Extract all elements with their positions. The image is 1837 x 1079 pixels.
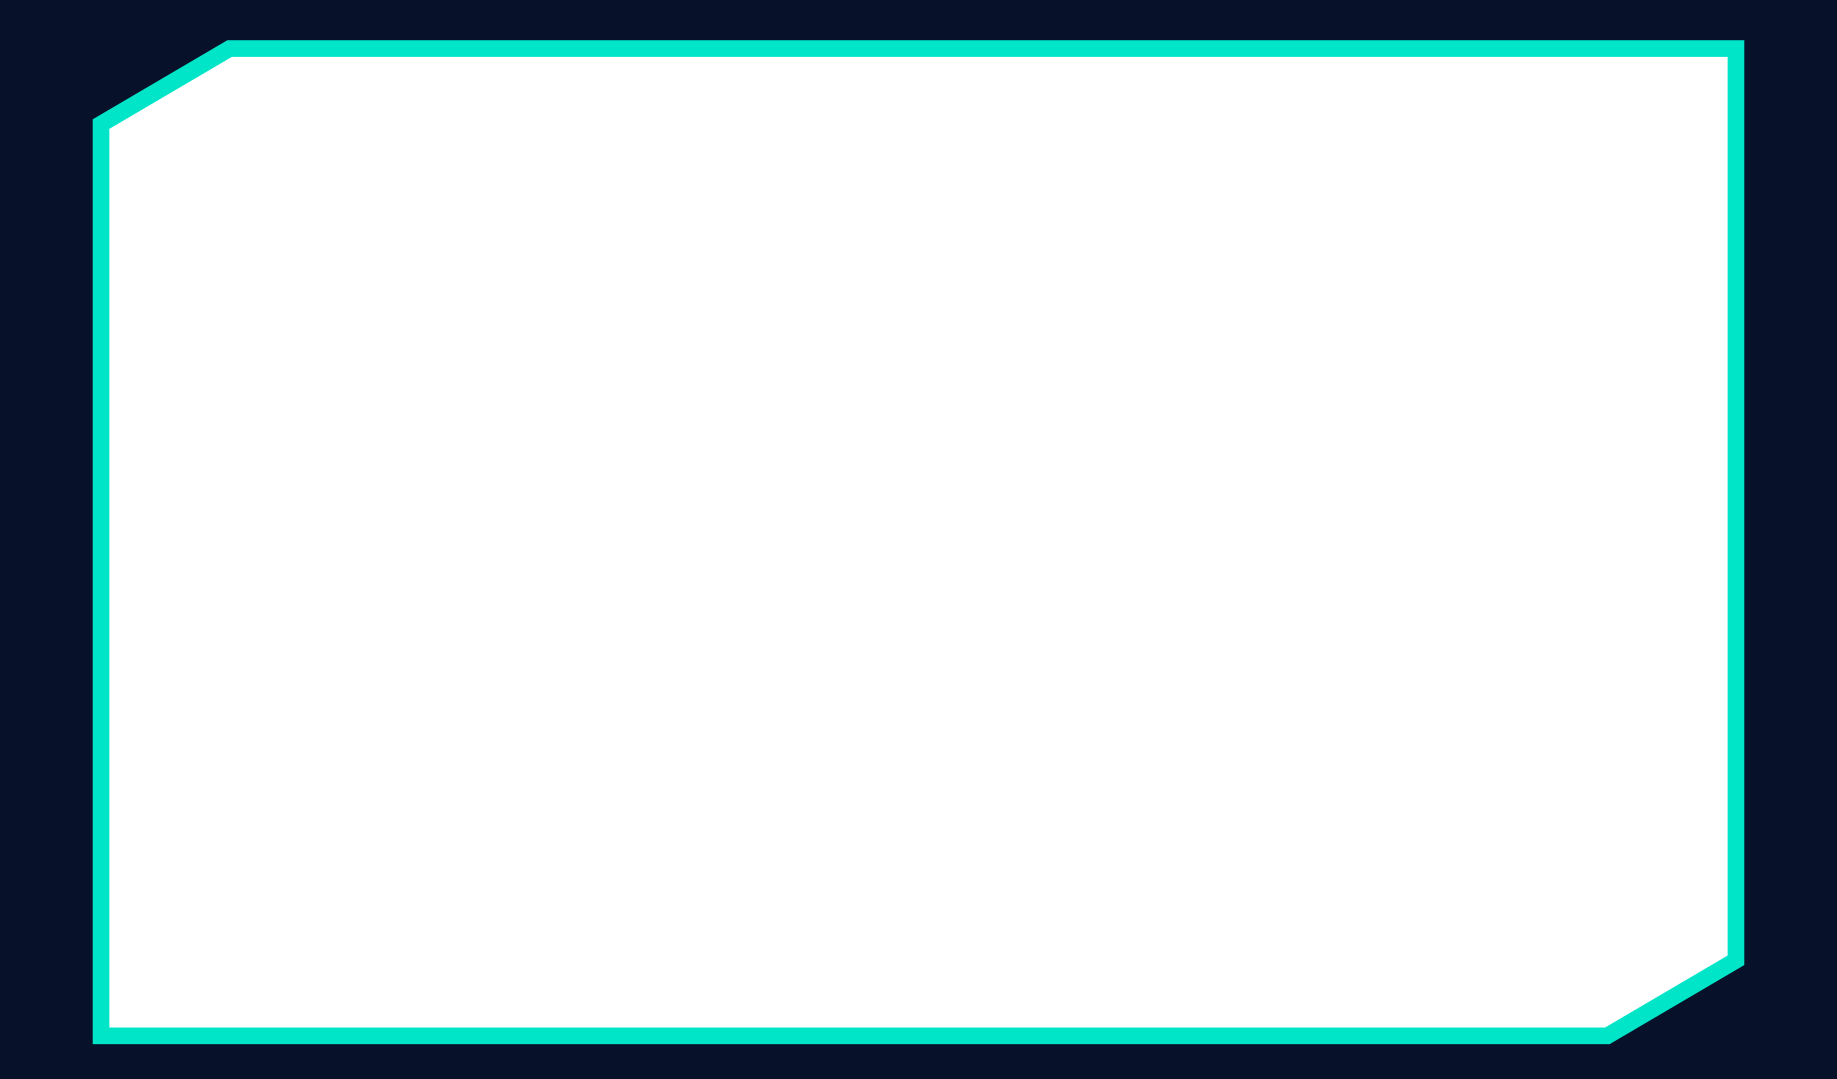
Text: squared_error = 59.556
samples = 3
value = 38.333: squared_error = 59.556 samples = 3 value…: [1337, 845, 1602, 925]
Text: Preco <= 45.85
squared_error = 187.333
samples = 6
value = 26.0: Preco <= 45.85 squared_error = 187.333 s…: [1054, 484, 1334, 595]
FancyBboxPatch shape: [1222, 796, 1718, 973]
Text: squared_error = 10.889
samples = 3
value = 13.667: squared_error = 10.889 samples = 3 value…: [694, 845, 959, 925]
Text: False: False: [974, 338, 1029, 358]
Text: squared_error = 219.556
samples = 3
value = 91.333: squared_error = 219.556 samples = 3 valu…: [265, 500, 544, 579]
FancyBboxPatch shape: [928, 428, 1460, 650]
FancyBboxPatch shape: [156, 451, 652, 628]
FancyBboxPatch shape: [671, 115, 1166, 315]
Text: Preco <= 29.99
squared_error = 1146.617
samples = 9
value = 47.778: Preco <= 29.99 squared_error = 1146.617 …: [772, 161, 1065, 271]
FancyBboxPatch shape: [579, 796, 1075, 973]
Text: True: True: [757, 338, 805, 358]
